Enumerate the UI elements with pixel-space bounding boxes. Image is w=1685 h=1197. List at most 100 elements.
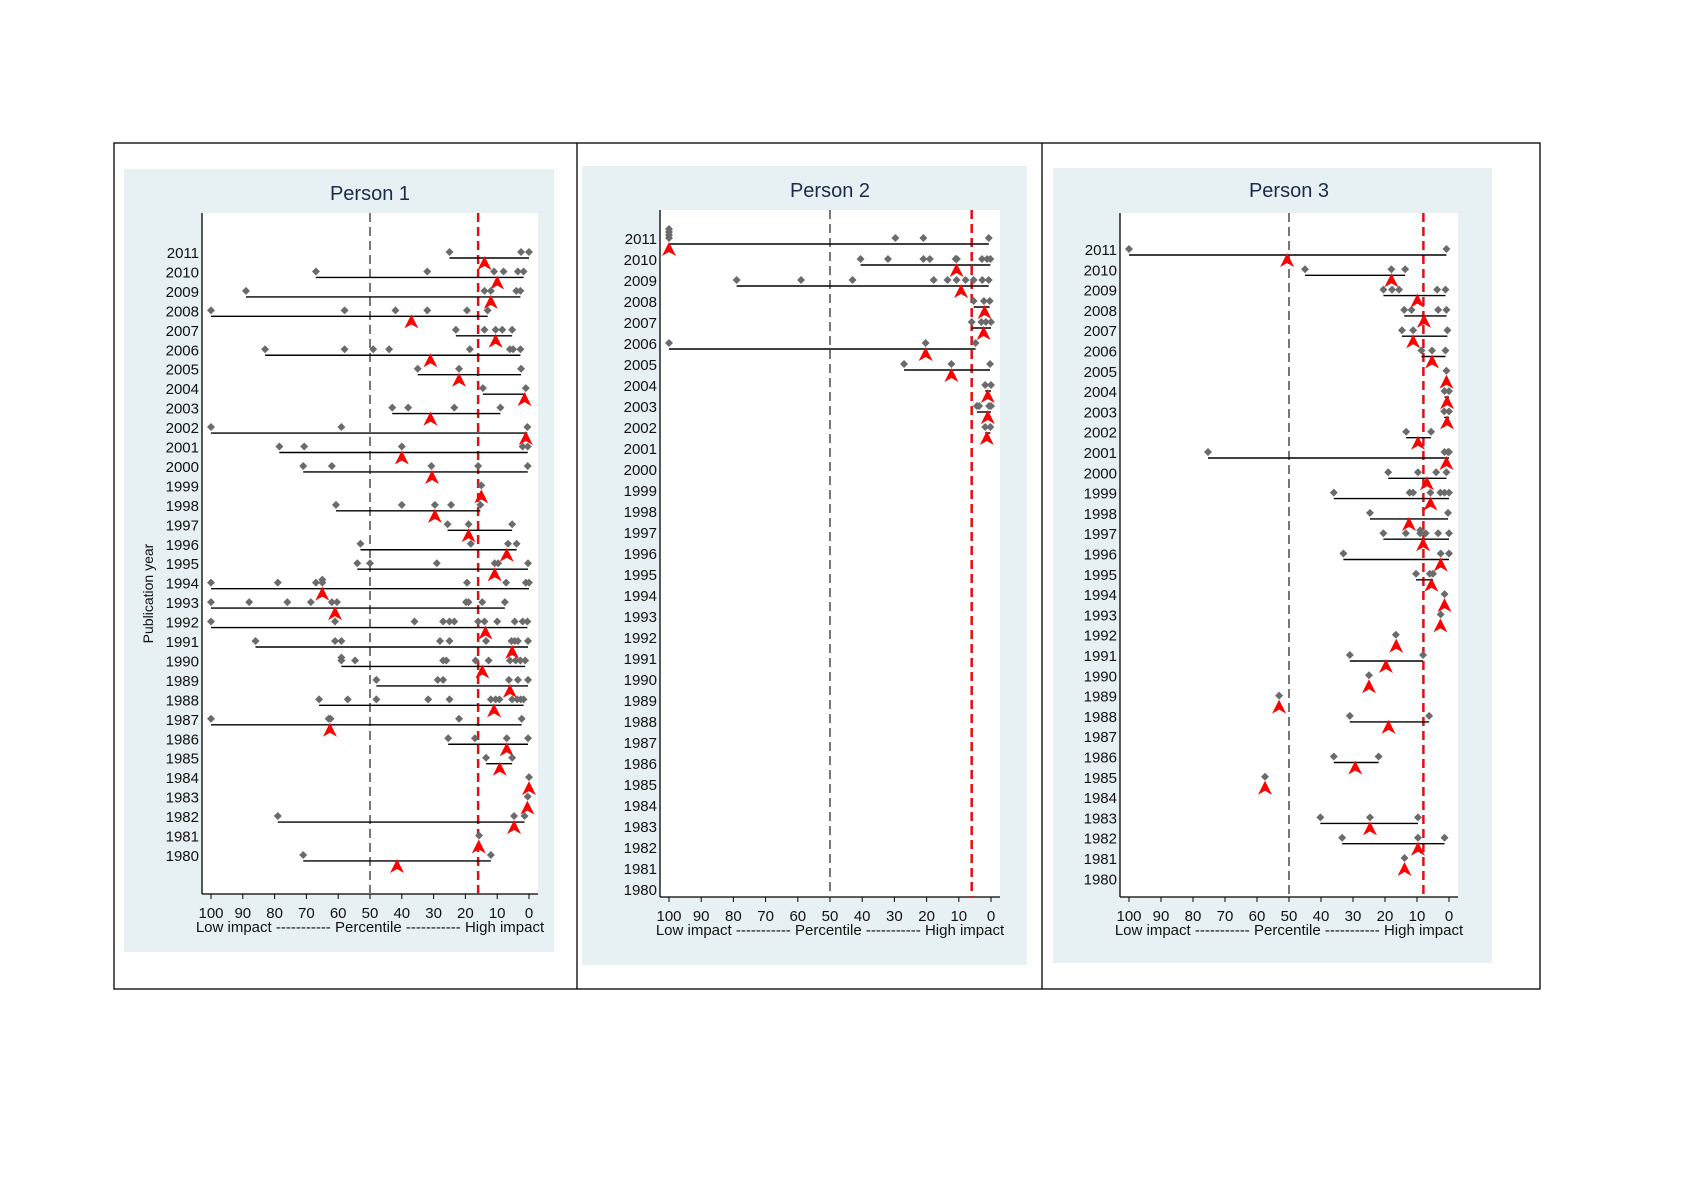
median-triangle-marker xyxy=(502,683,517,698)
data-point-diamond xyxy=(1440,590,1449,599)
data-point-diamond xyxy=(439,617,448,626)
y-tick-label: 1999 xyxy=(1084,486,1117,503)
data-point-diamond xyxy=(480,617,489,626)
data-point-diamond xyxy=(524,675,533,684)
data-point-diamond xyxy=(513,267,522,276)
y-tick-label: 1985 xyxy=(624,777,657,794)
data-point-diamond xyxy=(337,653,346,662)
median-triangle-marker xyxy=(490,275,505,290)
data-point-diamond xyxy=(524,734,533,743)
data-point-diamond xyxy=(413,364,422,373)
x-tick-label: 40 xyxy=(1313,908,1330,925)
data-point-diamond xyxy=(518,617,527,626)
y-tick-label: 1998 xyxy=(166,498,199,515)
x-axis-label: Low impact ----------- Percentile ------… xyxy=(196,919,545,936)
data-point-diamond xyxy=(471,656,480,665)
median-triangle-marker xyxy=(1440,415,1455,430)
y-tick-label: 2011 xyxy=(1085,242,1117,259)
data-point-diamond xyxy=(1441,346,1450,355)
median-triangle-marker xyxy=(1410,435,1425,450)
data-point-diamond xyxy=(1339,549,1348,558)
y-tick-label: 1996 xyxy=(1084,547,1117,564)
x-tick-label: 0 xyxy=(1445,908,1453,925)
data-point-diamond xyxy=(1440,387,1449,396)
data-point-diamond xyxy=(442,656,451,665)
data-point-diamond xyxy=(1434,305,1443,314)
x-tick-label: 70 xyxy=(298,905,315,922)
x-tick-label: 30 xyxy=(886,908,903,925)
median-triangle-marker xyxy=(1410,841,1425,856)
data-point-diamond xyxy=(1204,448,1213,456)
data-point-diamond xyxy=(245,598,254,607)
data-point-diamond xyxy=(1261,772,1269,781)
y-tick-label: 1982 xyxy=(1084,831,1117,848)
median-triangle-marker xyxy=(1384,273,1399,288)
median-triangle-marker xyxy=(427,508,442,523)
y-tick-label: 1994 xyxy=(1084,587,1117,604)
data-point-diamond xyxy=(1444,508,1453,517)
data-point-diamond xyxy=(337,423,346,432)
median-triangle-marker xyxy=(1410,293,1425,308)
data-point-diamond xyxy=(207,598,215,607)
median-triangle-marker xyxy=(1439,374,1454,389)
data-point-diamond xyxy=(523,617,532,626)
median-triangle-marker xyxy=(1437,598,1452,613)
x-tick-label: 80 xyxy=(266,905,283,922)
data-point-diamond xyxy=(1436,488,1445,497)
data-point-diamond xyxy=(1426,488,1435,497)
x-tick-label: 50 xyxy=(1281,908,1298,925)
data-point-diamond xyxy=(1442,366,1451,375)
y-tick-label: 1996 xyxy=(624,546,657,563)
data-point-diamond xyxy=(523,792,532,801)
data-point-diamond xyxy=(929,276,938,284)
median-triangle-marker xyxy=(478,625,493,640)
data-point-diamond xyxy=(445,695,454,704)
data-point-diamond xyxy=(283,598,292,607)
data-point-diamond xyxy=(430,500,439,509)
data-point-diamond xyxy=(1397,326,1406,335)
data-point-diamond xyxy=(331,500,340,509)
data-point-diamond xyxy=(1402,427,1411,436)
data-point-diamond xyxy=(462,578,471,587)
data-point-diamond xyxy=(470,734,479,743)
data-point-diamond xyxy=(207,714,215,723)
median-triangle-marker xyxy=(452,372,467,387)
x-axis-label: Low impact ----------- Percentile ------… xyxy=(656,922,1005,939)
data-point-diamond xyxy=(1401,265,1410,274)
data-point-diamond xyxy=(475,831,484,840)
data-point-diamond xyxy=(476,500,485,509)
data-point-diamond xyxy=(1416,526,1425,535)
median-triangle-marker xyxy=(475,664,490,679)
data-point-diamond xyxy=(523,423,532,432)
data-point-diamond xyxy=(504,675,513,684)
y-tick-label: 1983 xyxy=(624,819,657,836)
median-triangle-marker xyxy=(1348,760,1363,775)
data-point-diamond xyxy=(516,286,525,295)
median-triangle-marker xyxy=(423,353,438,368)
data-point-diamond xyxy=(372,675,381,684)
data-point-diamond xyxy=(455,364,464,373)
data-point-diamond xyxy=(1428,346,1437,355)
data-point-diamond xyxy=(353,559,362,568)
x-tick-label: 80 xyxy=(725,908,742,925)
data-point-diamond xyxy=(521,384,530,393)
data-point-diamond xyxy=(513,675,522,684)
data-point-diamond xyxy=(1445,529,1453,538)
data-point-diamond xyxy=(967,318,976,326)
data-point-diamond xyxy=(482,753,491,762)
panel-title: Person 2 xyxy=(790,180,870,202)
data-point-diamond xyxy=(732,276,741,284)
data-point-diamond xyxy=(1301,265,1309,274)
data-point-diamond xyxy=(474,617,483,626)
y-tick-label: 1992 xyxy=(166,615,199,632)
data-point-diamond xyxy=(340,345,349,354)
data-point-diamond xyxy=(340,306,349,315)
y-tick-label: 1986 xyxy=(624,756,657,773)
data-point-diamond xyxy=(331,637,340,645)
y-tick-label: 1986 xyxy=(1084,750,1117,767)
y-tick-label: 2004 xyxy=(166,381,199,398)
data-point-diamond xyxy=(356,539,365,548)
y-tick-label: 2000 xyxy=(624,462,657,479)
y-tick-label: 2011 xyxy=(625,231,657,248)
y-tick-label: 1989 xyxy=(624,693,657,710)
